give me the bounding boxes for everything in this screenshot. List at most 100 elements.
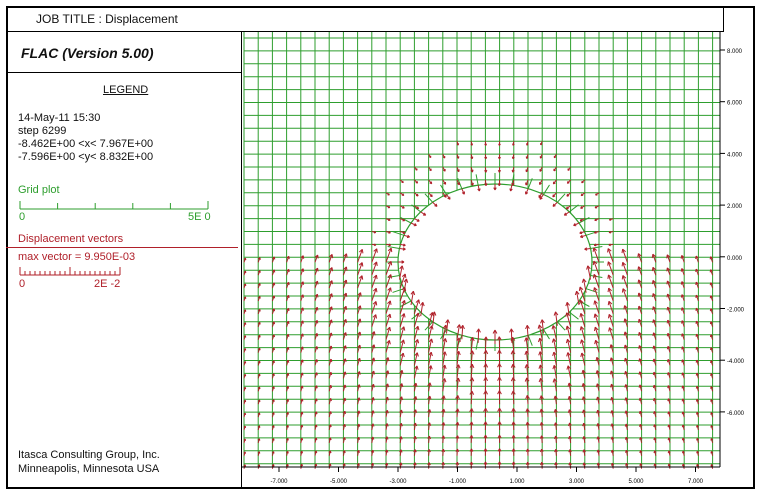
- displacement-vector: [385, 243, 391, 247]
- displacement-vector: [639, 463, 643, 469]
- grid-plot-label: Grid plot: [18, 184, 60, 196]
- displacement-vector: [328, 319, 333, 327]
- displacement-vector: [567, 382, 572, 392]
- displacement-vector: [314, 333, 319, 340]
- displacement-vector: [497, 349, 502, 366]
- displacement-vector: [257, 347, 261, 353]
- displacement-vector: [609, 370, 615, 379]
- displacement-vector: [286, 372, 290, 379]
- displacement-vector: [442, 338, 448, 353]
- displacement-vector: [623, 318, 628, 327]
- displacement-vector: [413, 382, 418, 392]
- displacement-vector: [584, 247, 591, 251]
- displacement-vector: [413, 365, 419, 379]
- grid-spoke: [424, 193, 434, 203]
- displacement-vector: [539, 166, 543, 172]
- displacement-vector: [271, 295, 276, 302]
- displacement-vector: [342, 253, 348, 263]
- displacement-vector: [314, 359, 318, 366]
- displacement-vector: [314, 372, 318, 379]
- displacement-vector: [257, 425, 261, 431]
- displacement-vector: [607, 248, 614, 263]
- displacement-vector: [469, 377, 475, 392]
- displacement-vector: [356, 384, 361, 392]
- displacement-vector: [623, 305, 628, 315]
- displacement-vector: [621, 248, 628, 263]
- displacement-vector: [666, 332, 671, 340]
- displacement-vector: [428, 166, 432, 172]
- displacement-vector: [286, 333, 290, 340]
- x-tick-label: 7.000: [688, 479, 704, 485]
- displacement-vector: [328, 267, 334, 276]
- displacement-vector: [414, 192, 419, 197]
- displacement-vector: [681, 385, 685, 392]
- grid-spoke: [400, 300, 412, 307]
- displacement-vector: [243, 399, 247, 405]
- displacement-vector: [300, 450, 304, 456]
- displacement-vector: [666, 267, 671, 276]
- displacement-vector: [257, 308, 261, 315]
- displacement-vector: [441, 448, 446, 456]
- displacement-vector: [497, 434, 502, 443]
- displacement-vector: [553, 311, 559, 326]
- displacement-vector: [410, 222, 417, 227]
- displacement-vector: [257, 438, 261, 444]
- displacement-vector: [328, 450, 332, 456]
- displacement-vector: [413, 449, 417, 456]
- displacement-vector: [385, 230, 391, 234]
- displacement-vector: [581, 409, 586, 418]
- displacement-vector: [456, 179, 460, 186]
- displacement-vector: [565, 312, 572, 327]
- displacement-vector: [567, 395, 572, 405]
- legend-panel: FLAC (Version 5.00) LEGEND 14-May-11 15:…: [6, 32, 242, 489]
- displacement-vector: [300, 294, 305, 302]
- displacement-vector: [580, 192, 586, 197]
- displacement-vector: [623, 344, 628, 353]
- displacement-vector: [357, 275, 364, 289]
- displacement-vector: [286, 437, 289, 444]
- displacement-vector: [681, 398, 685, 405]
- displacement-vector: [428, 192, 433, 198]
- displacement-vector: [510, 377, 516, 392]
- displacement-vector: [399, 436, 403, 443]
- displacement-vector: [342, 332, 347, 340]
- displacement-vector: [399, 462, 403, 469]
- displacement-vector: [328, 254, 334, 263]
- displacement-vector: [342, 305, 348, 315]
- displacement-vector: [469, 461, 474, 469]
- y-tick-label: 6.000: [727, 101, 743, 107]
- displacement-vector: [460, 325, 465, 340]
- displacement-vector: [403, 278, 409, 293]
- displacement-vector: [413, 435, 417, 443]
- grid-spoke: [569, 204, 579, 213]
- displacement-vector: [370, 397, 375, 405]
- x-tick-label: 5.000: [628, 479, 644, 485]
- displacement-vector: [370, 462, 375, 469]
- displacement-vector: [553, 395, 558, 405]
- displacement-vector: [469, 350, 475, 366]
- displacement-vector: [328, 424, 332, 431]
- grid-spoke: [440, 184, 447, 195]
- displacement-vector: [399, 299, 406, 315]
- displacement-vector: [652, 345, 657, 353]
- displacement-vector: [593, 300, 600, 315]
- displacement-vector: [539, 448, 544, 456]
- displacement-vector: [511, 461, 516, 469]
- displacement-vector: [573, 222, 580, 227]
- displacement-vector: [398, 260, 405, 264]
- displacement-vector: [428, 338, 434, 353]
- displacement-vector: [525, 461, 530, 469]
- displacement-vector: [637, 279, 643, 289]
- displacement-vector: [581, 179, 586, 184]
- displacement-vector: [300, 333, 304, 340]
- displacement-vector: [300, 255, 305, 263]
- displacement-vector: [484, 166, 488, 173]
- displacement-vector: [286, 307, 290, 315]
- displacement-vector: [623, 331, 628, 340]
- displacement-vector: [609, 357, 614, 366]
- displacement-vector: [624, 370, 629, 379]
- displacement-vector: [483, 336, 489, 353]
- displacement-vector: [680, 281, 685, 289]
- displacement-vector: [608, 230, 614, 234]
- displacement-vector: [551, 338, 557, 353]
